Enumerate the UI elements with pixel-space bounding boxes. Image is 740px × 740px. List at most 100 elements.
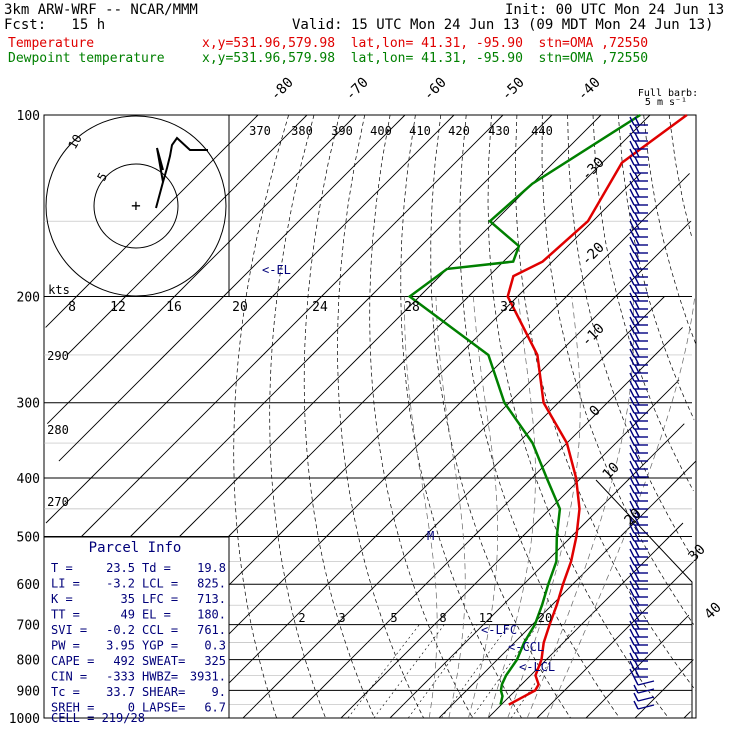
wind-barb-flag xyxy=(629,308,635,318)
theta-label: 410 xyxy=(409,124,431,138)
parcel-info-value: -0.2 xyxy=(106,623,135,637)
wind-barb xyxy=(629,516,648,526)
isotherm-label: 40 xyxy=(702,600,725,623)
parcel-info-title: Parcel Info xyxy=(89,540,182,556)
wind-barb-flag xyxy=(634,220,640,230)
wind-barb-flag xyxy=(634,284,640,294)
theta-label: 440 xyxy=(531,124,553,138)
wind-barb-flag xyxy=(629,132,635,142)
hodo-ring-label: 10 xyxy=(65,132,84,152)
wind-barb xyxy=(629,332,648,342)
wind-barb-flag xyxy=(629,268,635,278)
dry-adiabat-line xyxy=(541,114,694,625)
parcel-info-value: 0 xyxy=(128,701,135,715)
wind-barb xyxy=(629,380,648,390)
hodo-speed-label: 24 xyxy=(312,300,328,315)
wind-barb-flag xyxy=(629,220,635,230)
wind-barb xyxy=(629,212,648,222)
parcel-info-key: CCL = xyxy=(142,623,178,637)
isotherm-line xyxy=(45,114,455,524)
isobar-label: 300 xyxy=(17,397,40,412)
valid-time: Valid: 15 UTC Mon 24 Jun 13 (09 MDT Mon … xyxy=(292,17,714,33)
parcel-info-value: 49 xyxy=(121,608,135,622)
mixing-ratio-label: 20 xyxy=(538,611,552,625)
hodo-speed-label: 20 xyxy=(232,300,248,315)
hodograph-trace xyxy=(155,136,208,209)
theta-label: 380 xyxy=(291,124,313,138)
wind-barb-flag xyxy=(634,628,640,638)
hodograph-trace xyxy=(156,147,164,183)
wind-barb-flag xyxy=(629,204,635,214)
wind-barb-flag xyxy=(634,316,640,326)
wind-barb-flag xyxy=(633,692,639,702)
wind-barb-flag xyxy=(634,204,640,214)
wind-barb-flag xyxy=(634,180,640,190)
parcel-info-key: T = xyxy=(51,561,73,575)
wind-barb xyxy=(629,524,648,534)
wind-barb-flag xyxy=(629,548,635,558)
parcel-info-key: SREH = xyxy=(51,701,94,715)
wind-barb-flag xyxy=(634,308,640,318)
parcel-info-value: 825. xyxy=(197,577,226,591)
legend-temperature-info: x,y=531.96,579.98 lat,lon= 41.31, -95.90… xyxy=(202,36,649,51)
isotherm-label: -30 xyxy=(579,155,608,184)
mixing-ratio-label: 2 xyxy=(298,611,305,625)
wind-barb-flag xyxy=(629,564,635,574)
wind-barb-flag xyxy=(634,132,640,142)
wind-barb-flag xyxy=(634,580,640,590)
wind-barb xyxy=(629,204,648,214)
moist-adiabat-line xyxy=(403,296,438,719)
wind-barb xyxy=(633,692,655,702)
isotherm-line xyxy=(536,561,694,719)
hodo-units-label: kts xyxy=(48,283,70,297)
wind-barb-flag xyxy=(634,156,640,166)
isobar-label: 700 xyxy=(17,619,40,634)
parcel-info-key: PW = xyxy=(51,639,80,653)
wind-barb-flag xyxy=(629,572,635,582)
wind-barb-flag xyxy=(629,396,635,406)
isobar-label: 600 xyxy=(17,578,40,593)
parcel-info-key: YGP = xyxy=(142,639,178,653)
wind-barb-flag xyxy=(629,532,635,542)
wind-barb-flag xyxy=(629,292,635,302)
legend-temperature-name: Temperature xyxy=(8,36,95,51)
wind-barb xyxy=(629,660,648,670)
wind-barb xyxy=(629,180,648,190)
wind-barb xyxy=(629,556,648,566)
wind-barb-flag xyxy=(634,116,640,126)
wind-barb-flag xyxy=(634,532,640,542)
isotherm-line xyxy=(291,327,683,719)
wind-barb-flag xyxy=(629,556,635,566)
wind-barb xyxy=(629,580,648,590)
wind-barb xyxy=(629,124,648,134)
theta-label: 420 xyxy=(448,124,470,138)
parcel-info-key: EL = xyxy=(142,608,171,622)
wind-barb xyxy=(629,588,648,598)
wind-barb xyxy=(629,356,648,366)
wind-barb-flag xyxy=(629,324,635,334)
wind-barb xyxy=(629,132,648,142)
wind-barb xyxy=(629,284,648,294)
dry-adiabat-line xyxy=(592,114,694,491)
wind-barb-flag xyxy=(629,340,635,350)
barb-note-line2: 5 m s⁻¹ xyxy=(645,97,687,108)
parcel-info-value: 325 xyxy=(204,654,226,668)
wind-barb-flag xyxy=(634,652,640,662)
wind-barb-flag xyxy=(629,628,635,638)
wind-barb xyxy=(629,540,648,550)
mixing-ratio-line xyxy=(407,624,478,719)
wind-barb-flag xyxy=(629,492,635,502)
legend-dewpoint-info: x,y=531.96,579.98 lat,lon= 41.31, -95.90… xyxy=(202,51,649,66)
parcel-info-value: 492 xyxy=(113,654,135,668)
wind-barb-flag xyxy=(629,116,635,126)
isotherm-line xyxy=(44,114,504,574)
wind-barb-flag xyxy=(634,612,640,622)
isotherm-line xyxy=(487,522,684,719)
theta-left-label: 280 xyxy=(47,423,69,437)
wind-barb-flag xyxy=(634,428,640,438)
wind-barb-flag xyxy=(629,444,635,454)
isotherm-label: -70 xyxy=(343,75,372,104)
wind-barb-flag xyxy=(634,588,640,598)
wind-barb-shaft xyxy=(637,704,655,710)
isobar-label: 400 xyxy=(17,472,40,487)
